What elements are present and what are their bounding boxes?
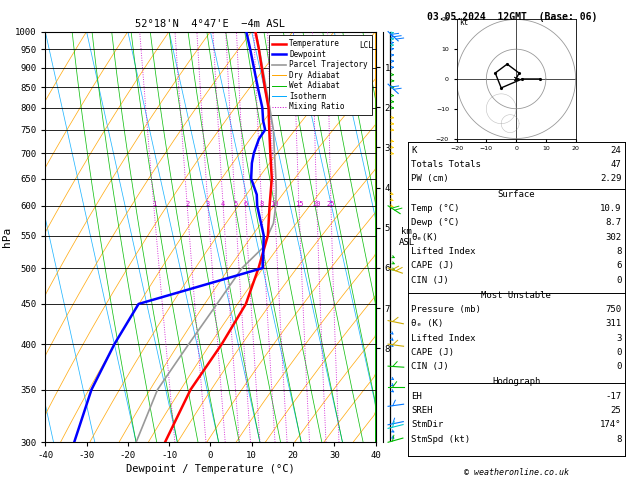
Text: 3: 3 [206,201,210,207]
Text: kt: kt [460,18,469,27]
Text: 8: 8 [616,247,621,256]
Text: CAPE (J): CAPE (J) [411,348,454,357]
Text: 2.29: 2.29 [600,174,621,184]
Text: 8: 8 [616,434,621,444]
Text: Temp (°C): Temp (°C) [411,204,460,213]
Text: 6: 6 [616,261,621,270]
Text: Dewp (°C): Dewp (°C) [411,218,460,227]
Text: 6: 6 [243,201,247,207]
Text: 750: 750 [605,305,621,314]
Text: 25: 25 [326,201,335,207]
Text: θₑ (K): θₑ (K) [411,319,443,328]
Text: K: K [411,146,417,155]
Text: 10: 10 [270,201,279,207]
Text: Lifted Index: Lifted Index [411,333,476,343]
Text: 174°: 174° [600,420,621,429]
Text: Most Unstable: Most Unstable [481,291,551,299]
Text: LCL: LCL [360,41,374,50]
Text: Pressure (mb): Pressure (mb) [411,305,481,314]
Text: 15: 15 [295,201,303,207]
Text: 311: 311 [605,319,621,328]
X-axis label: Dewpoint / Temperature (°C): Dewpoint / Temperature (°C) [126,465,295,474]
Text: 0: 0 [616,348,621,357]
Text: Surface: Surface [498,190,535,198]
Text: 25: 25 [611,406,621,415]
Text: 2: 2 [185,201,189,207]
Text: PW (cm): PW (cm) [411,174,449,184]
Text: SREH: SREH [411,406,433,415]
Text: CIN (J): CIN (J) [411,276,449,284]
Legend: Temperature, Dewpoint, Parcel Trajectory, Dry Adiabat, Wet Adiabat, Isotherm, Mi: Temperature, Dewpoint, Parcel Trajectory… [269,35,372,115]
Text: EH: EH [411,392,422,400]
Text: 5: 5 [233,201,237,207]
Text: 8: 8 [260,201,264,207]
Text: -17: -17 [605,392,621,400]
Text: 3: 3 [616,333,621,343]
Text: 1: 1 [152,201,156,207]
Text: θₑ(K): θₑ(K) [411,232,438,242]
Text: CAPE (J): CAPE (J) [411,261,454,270]
Text: StmSpd (kt): StmSpd (kt) [411,434,470,444]
Text: 10.9: 10.9 [600,204,621,213]
Text: 03.05.2024  12GMT  (Base: 06): 03.05.2024 12GMT (Base: 06) [428,12,598,22]
Text: 0: 0 [616,362,621,371]
Text: StmDir: StmDir [411,420,443,429]
Text: © weatheronline.co.uk: © weatheronline.co.uk [464,468,569,477]
Text: 24: 24 [611,146,621,155]
Text: CIN (J): CIN (J) [411,362,449,371]
Text: Totals Totals: Totals Totals [411,160,481,169]
Text: 4: 4 [221,201,225,207]
Y-axis label: km
ASL: km ASL [399,227,415,246]
Text: 47: 47 [611,160,621,169]
Text: Lifted Index: Lifted Index [411,247,476,256]
Y-axis label: hPa: hPa [2,227,12,247]
Title: 52°18'N  4°47'E  −4m ASL: 52°18'N 4°47'E −4m ASL [135,19,286,30]
Text: 0: 0 [616,276,621,284]
Text: 20: 20 [313,201,321,207]
Text: 8.7: 8.7 [605,218,621,227]
Text: 302: 302 [605,232,621,242]
Text: Hodograph: Hodograph [492,377,540,386]
